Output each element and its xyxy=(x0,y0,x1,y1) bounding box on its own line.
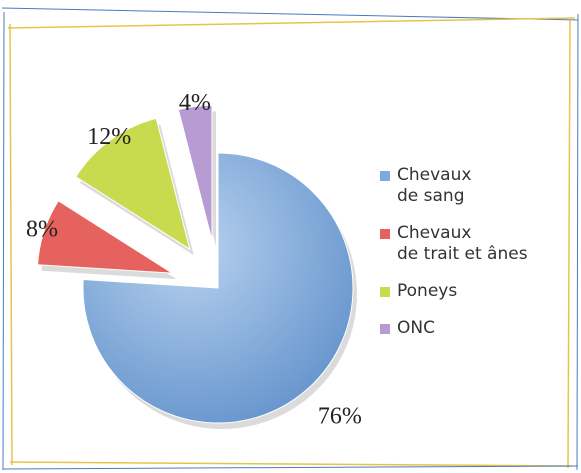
pie-slice xyxy=(75,117,191,251)
value-label: 12% xyxy=(87,124,131,150)
frame xyxy=(9,461,573,467)
legend-label: Poneys xyxy=(397,281,458,301)
frame xyxy=(2,11,5,471)
legend-item: Chevaux de trait et ânes xyxy=(380,223,528,265)
legend-item: ONC xyxy=(380,318,528,339)
legend: Chevaux de sang Chevaux de trait et ânes P… xyxy=(380,165,528,355)
legend-swatch xyxy=(380,171,390,181)
legend-item: Chevaux de sang xyxy=(380,165,528,207)
legend-label: ONC xyxy=(397,318,435,338)
value-label: 8% xyxy=(26,216,58,242)
frame xyxy=(7,17,576,29)
frame xyxy=(1,7,579,21)
legend-item: Poneys xyxy=(380,281,528,302)
legend-swatch xyxy=(380,324,390,334)
pie-slice xyxy=(177,104,213,241)
pie-slice xyxy=(37,200,173,274)
frame xyxy=(576,13,579,471)
value-label: 4% xyxy=(179,90,211,116)
frame xyxy=(9,23,13,466)
legend-swatch xyxy=(380,229,390,239)
value-label: 76% xyxy=(318,403,362,429)
frame xyxy=(567,19,571,469)
legend-swatch xyxy=(380,287,390,297)
pie-slice xyxy=(82,152,354,424)
legend-label: Chevaux de trait et ânes xyxy=(397,223,528,264)
frame xyxy=(2,465,579,470)
legend-label: Chevaux de sang xyxy=(397,165,472,206)
